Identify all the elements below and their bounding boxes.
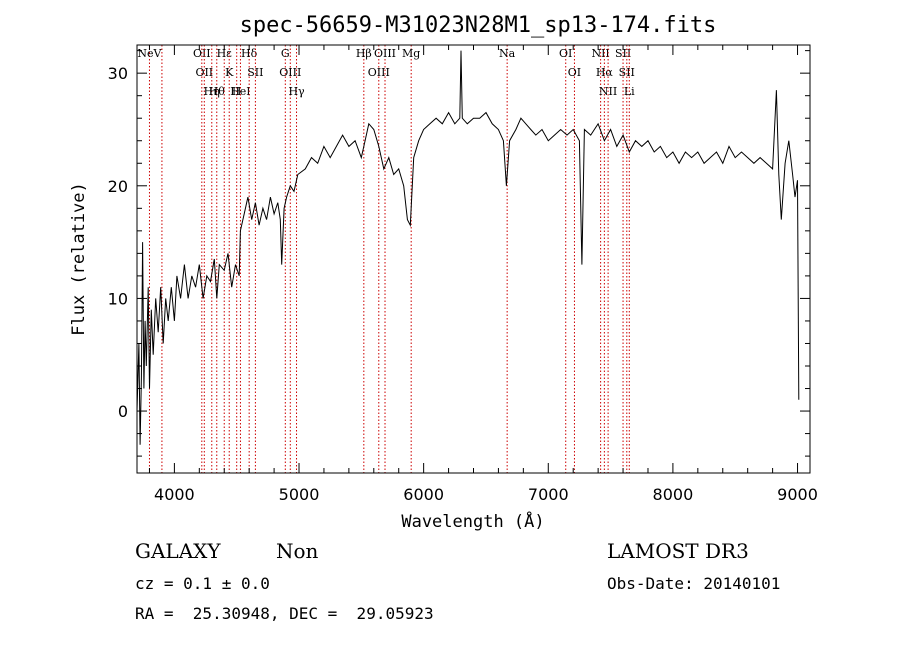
x-tick-label: 7000 [528,485,569,504]
line-marker-label: Hη [204,85,220,98]
line-marker-label: NII [599,85,617,98]
x-tick-label: 9000 [777,485,818,504]
line-marker-label: NII [591,47,609,60]
y-axis: 0 10 20 30 [108,50,810,457]
x-axis-label: Wavelength (Å) [401,510,544,532]
line-marker-label: Hα [596,66,614,79]
emission-line-markers: NeV OIIOIIHηHθHεKHHeIHδSIIGOIIIHγHβOIIIOI… [137,45,635,473]
line-marker-label: OIII [279,66,301,79]
line-marker-label: SII [619,66,635,79]
line-marker-label: Hθ [209,85,226,98]
line-marker-label: OI [568,66,581,79]
object-class: GALAXY [135,539,221,563]
line-marker-label: H [232,85,242,98]
y-axis-label: Flux (relative) [69,182,89,336]
x-tick-label: 8000 [653,485,694,504]
chart-title: spec-56659-M31023N28M1_sp13-174.fits [240,13,717,38]
line-marker-label: Hδ [241,47,258,60]
line-marker-label: HeI [230,85,250,98]
line-marker-label: NeV [137,47,162,60]
line-marker-label: Mg [402,47,420,60]
y-tick-label: 10 [108,289,128,308]
x-axis: 4000 5000 6000 7000 8000 9000 [148,45,818,504]
y-tick-label: 20 [108,177,128,196]
y-tick-label: 30 [108,64,128,83]
object-subclass: Non [276,539,319,563]
line-marker-label: OI [559,47,572,60]
coordinates: RA = 25.30948, DEC = 29.05923 [135,604,434,623]
redshift-cz: cz = 0.1 ± 0.0 [135,574,270,593]
line-marker-label: OII [193,47,211,60]
line-marker-label: OII [195,66,213,79]
line-marker-label: OIII [368,66,390,79]
line-marker-label: Na [499,47,516,60]
spectrum-line [136,50,800,445]
spectrum-series [136,50,800,445]
line-marker-label: Hβ [356,47,372,60]
x-tick-label: 4000 [154,485,195,504]
x-tick-label: 5000 [279,485,320,504]
y-tick-label: 0 [118,402,128,421]
observation-date: Obs-Date: 20140101 [607,574,780,593]
line-marker-label: Li [624,85,635,98]
line-marker-label: Hγ [288,85,305,98]
x-tick-label: 6000 [403,485,444,504]
survey-name: LAMOST DR3 [607,539,749,563]
line-marker-label: Hε [217,47,233,60]
line-marker-label: G [281,47,290,60]
line-marker-label: OIII [374,47,396,60]
line-marker-label: K [225,66,234,79]
line-marker-label: SII [247,66,263,79]
